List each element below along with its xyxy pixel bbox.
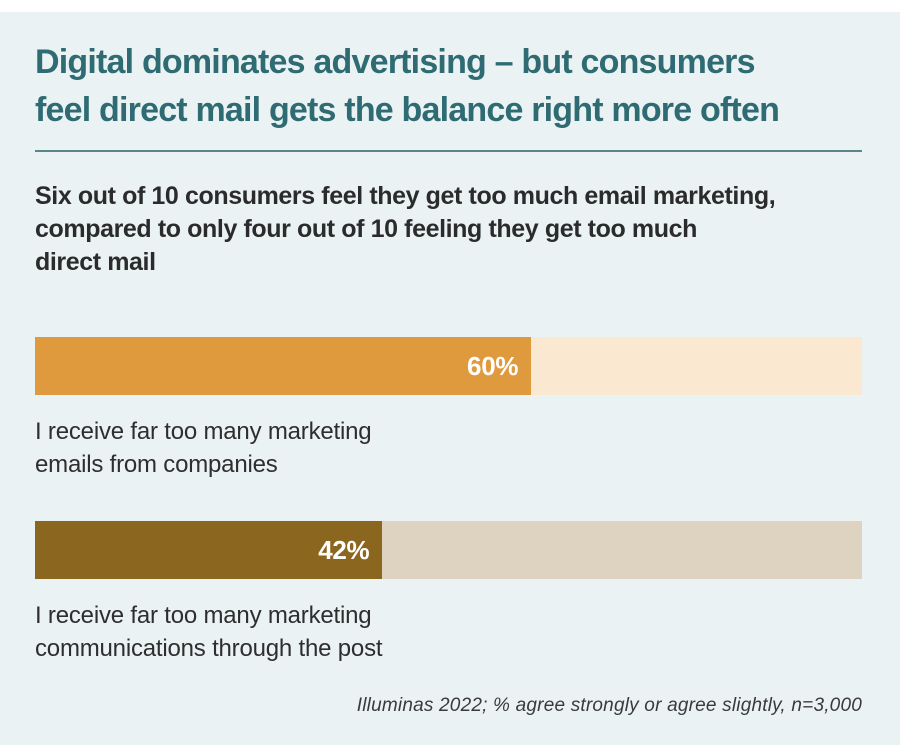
title-divider [35,150,862,152]
bar-track-post: 42% [35,521,862,579]
bar-label-post-line-2: communications through the post [35,635,383,662]
infographic-panel: Digital dominates advertising – but cons… [0,12,900,745]
page-title-line-2: feel direct mail gets the balance right … [35,91,780,129]
bar-group-email: 60% I receive far too many marketing ema… [35,337,862,481]
subtitle-line-1: Six out of 10 consumers feel they get to… [35,182,776,210]
bar-label-email: I receive far too many marketing emails … [35,415,862,481]
bar-label-post-line-1: I receive far too many marketing [35,602,372,629]
subtitle-line-2: compared to only four out of 10 feeling … [35,215,697,243]
bar-fill-post: 42% [35,521,383,579]
bar-value-email: 60% [467,350,519,381]
bar-label-email-line-2: emails from companies [35,451,278,478]
bar-label-email-line-1: I receive far too many marketing [35,418,372,445]
subtitle: Six out of 10 consumers feel they get to… [35,180,862,279]
bar-fill-email: 60% [35,337,532,395]
content-area: Digital dominates advertising – but cons… [35,12,862,745]
bar-value-post: 42% [318,534,370,565]
bar-label-post: I receive far too many marketing communi… [35,599,862,665]
bar-track-email: 60% [35,337,862,395]
page-title-line-1: Digital dominates advertising – but cons… [35,43,756,81]
subtitle-line-3: direct mail [35,248,156,276]
page-title: Digital dominates advertising – but cons… [35,38,862,134]
source-note: Illuminas 2022; % agree strongly or agre… [356,695,862,716]
bar-group-post: 42% I receive far too many marketing com… [35,521,862,665]
